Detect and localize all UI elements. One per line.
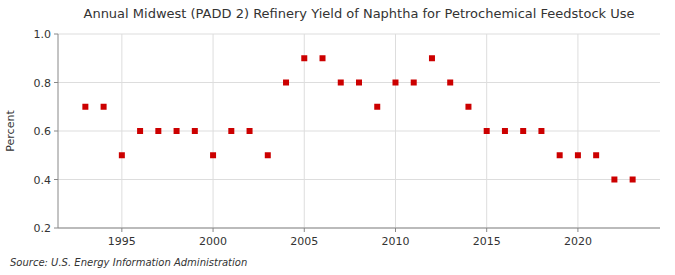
x-axis-line [58,228,660,229]
point [447,80,453,86]
y-tick-label: 0.4 [34,174,52,187]
grid-line-y [58,34,660,35]
point [575,152,581,158]
points [82,55,635,182]
point [538,128,544,134]
x-tick-label: 2020 [564,235,592,248]
point [338,80,344,86]
y-tick [54,131,58,132]
point [119,152,125,158]
point [155,128,161,134]
grid-line-x [304,34,305,228]
point [101,104,107,110]
point [137,128,143,134]
point [174,128,180,134]
x-tick-label: 2000 [199,235,227,248]
x-tick-label: 2015 [473,235,501,248]
point [520,128,526,134]
point [356,80,362,86]
point [301,55,307,61]
point [465,104,471,110]
x-tick [304,228,305,232]
title: Annual Midwest (PADD 2) Refinery Yield o… [84,6,635,21]
point [611,177,617,183]
point [557,152,563,158]
y-tick [54,82,58,83]
x-tick [486,228,487,232]
point [247,128,253,134]
point [228,128,234,134]
grid-line-x [213,34,214,228]
point [210,152,216,158]
point [374,104,380,110]
point [630,177,636,183]
point [283,80,289,86]
x-tick-label: 1995 [108,235,136,248]
grid-line-x [121,34,122,228]
y-axis-line [58,34,59,228]
point [593,152,599,158]
point [429,55,435,61]
point [192,128,198,134]
point [265,152,271,158]
axes: 0.2 0.4 0.6 0.8 1.0 1995 2000 2005 2010 2015 2020 [34,28,661,248]
grid-line-x [395,34,396,228]
y-tick-label: 0.6 [34,125,52,138]
grid [58,34,660,228]
y-tick [54,34,58,35]
grid-line-y [58,179,660,180]
y-tick-label: 1.0 [34,28,52,41]
y-tick-label: 0.2 [34,222,52,235]
x-tick [121,228,122,232]
point [411,80,417,86]
chart: Annual Midwest (PADD 2) Refinery Yield o… [0,0,675,275]
y-tick [54,179,58,180]
point [392,80,398,86]
point [502,128,508,134]
point [484,128,490,134]
x-tick [577,228,578,232]
x-tick-label: 2010 [381,235,409,248]
y-tick-label: 0.8 [34,77,52,90]
point [82,104,88,110]
grid-line-y [58,131,660,132]
x-tick-label: 2005 [290,235,318,248]
grid-line-x [577,34,578,228]
y-tick [54,228,58,229]
x-tick [213,228,214,232]
x-tick [395,228,396,232]
point [320,55,326,61]
y-axis-label: Percent [4,110,17,152]
source: Source: U.S. Energy Information Administ… [10,257,247,268]
grid-line-y [58,228,660,229]
